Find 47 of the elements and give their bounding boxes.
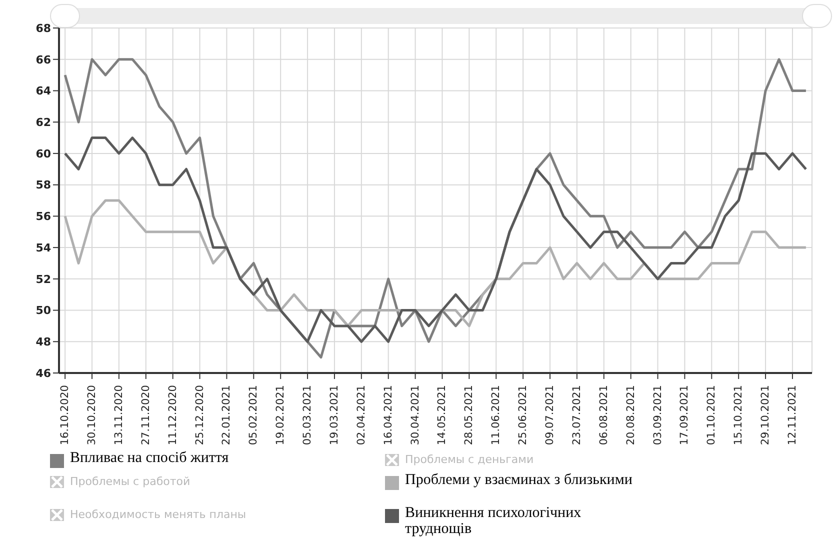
x-tick-label: 22.01.2021 [220,385,233,446]
x-tick-label: 13.11.2020 [112,385,125,446]
x-tick-label: 25.12.2020 [194,385,206,446]
legend-label: Необходимость менять планы [70,508,246,521]
y-tick-label: 58 [36,178,51,192]
y-tick-label: 46 [36,366,52,380]
x-tick-label: 25.06.2021 [517,385,530,446]
x-tick-label: 23.07.2021 [570,385,583,446]
legend-label: Проблемы с деньгами [405,453,534,466]
x-tick-label: 27.11.2020 [140,385,152,446]
legend-label: Проблемы с работой [70,475,190,488]
x-tick-label: 03.09.2021 [652,385,664,446]
legend-label: Виникнення психологічних труднощів [405,505,582,537]
y-tick-label: 50 [36,304,52,318]
x-tick-label: 14.05.2021 [436,385,448,446]
y-tick-label: 60 [36,147,52,160]
y-tick-label: 56 [36,210,52,224]
x-tick-label: 05.03.2021 [302,385,314,446]
x-tick-label: 19.02.2021 [274,385,287,446]
x-tick-label: 29.10.2021 [760,385,772,446]
x-tick-label: 16.10.2020 [59,385,72,446]
x-tick-label: 01.10.2021 [706,385,718,446]
y-tick-label: 52 [36,272,51,286]
line-series [64,136,808,343]
x-tick-label: 05.02.2021 [248,385,260,446]
x-tick-label: 06.08.2021 [598,385,610,446]
x-tick-label: 11.06.2021 [490,385,502,446]
legend-label: Впливає на спосіб життя [70,450,230,466]
legend-label: Проблеми у взаєминах з близькими [405,472,634,488]
x-tick-label: 28.05.2021 [463,385,476,446]
x-tick-label: 16.04.2021 [382,385,394,446]
x-tick-label: 19.03.2021 [328,385,340,446]
x-tick-label: 17.09.2021 [678,385,691,446]
x-tick-label: 30.10.2020 [86,385,98,446]
x-tick-label: 15.10.2021 [732,385,745,446]
y-tick-label: 64 [36,84,52,98]
x-tick-label: 11.12.2020 [166,385,179,446]
x-tick-label: 30.04.2021 [409,385,422,446]
x-tick-label: 12.11.2021 [786,385,798,446]
y-tick-label: 48 [36,336,51,349]
y-tick-label: 66 [36,53,52,66]
y-tick-label: 68 [36,22,51,35]
x-tick-label: 09.07.2021 [544,385,556,446]
y-tick-label: 54 [36,241,52,254]
x-tick-label: 02.04.2021 [355,385,368,446]
y-tick-label: 62 [36,116,51,129]
x-tick-label: 20.08.2021 [624,385,637,446]
